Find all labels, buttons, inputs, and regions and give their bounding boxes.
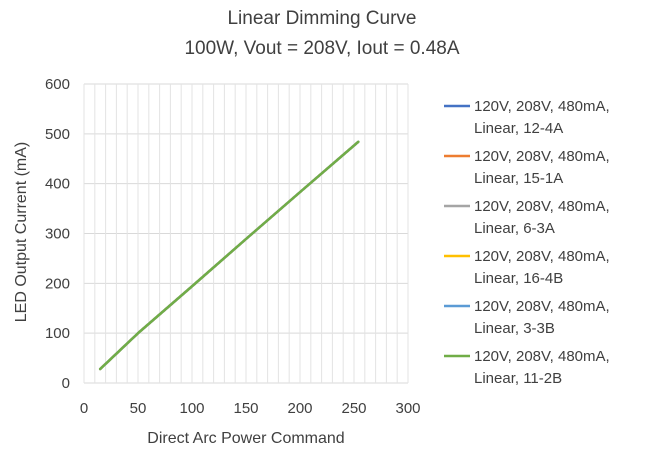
series-line-6: [98, 140, 360, 371]
legend-label: Linear, 12-4A: [474, 120, 563, 137]
legend-label: 120V, 208V, 480mA,: [474, 248, 610, 265]
legend-label: 120V, 208V, 480mA,: [474, 198, 610, 215]
y-tick-label: 0: [62, 375, 70, 392]
y-tick-label: 300: [45, 226, 70, 243]
y-tick-label: 200: [45, 275, 70, 292]
legend-label: 120V, 208V, 480mA,: [474, 148, 610, 165]
plot-grid: [83, 83, 409, 384]
x-tick-label: 50: [130, 400, 147, 417]
legend-label: 120V, 208V, 480mA,: [474, 298, 610, 315]
y-tick-label: 100: [45, 325, 70, 342]
y-tick-label: 600: [45, 76, 70, 93]
legend-label: Linear, 16-4B: [474, 270, 563, 287]
x-axis-ticks: 0 50 100 150 200 250 300: [80, 400, 421, 417]
y-axis-ticks: 0 100 200 300 400 500 600: [45, 76, 70, 392]
x-tick-label: 300: [395, 400, 420, 417]
chart-title: Linear Dimming Curve: [227, 8, 416, 29]
y-axis-title: LED Output Current (mA): [13, 142, 30, 323]
x-axis-title: Direct Arc Power Command: [147, 430, 344, 447]
x-tick-label: 150: [233, 400, 258, 417]
series-lines: [98, 140, 360, 371]
y-tick-label: 400: [45, 176, 70, 193]
x-tick-label: 250: [341, 400, 366, 417]
legend: 120V, 208V, 480mA, Linear, 12-4A 120V, 208…: [444, 98, 610, 387]
x-tick-label: 200: [287, 400, 312, 417]
legend-label: Linear, 3-3B: [474, 320, 555, 337]
x-tick-label: 0: [80, 400, 88, 417]
legend-label: Linear, 6-3A: [474, 220, 555, 237]
legend-label: Linear, 15-1A: [474, 170, 563, 187]
chart-subtitle: 100W, Vout = 208V, Iout = 0.48A: [184, 38, 459, 59]
legend-label: Linear, 11-2B: [474, 370, 562, 387]
x-tick-label: 100: [179, 400, 204, 417]
legend-label: 120V, 208V, 480mA,: [474, 348, 610, 365]
y-tick-label: 500: [45, 126, 70, 143]
legend-label: 120V, 208V, 480mA,: [474, 98, 610, 115]
